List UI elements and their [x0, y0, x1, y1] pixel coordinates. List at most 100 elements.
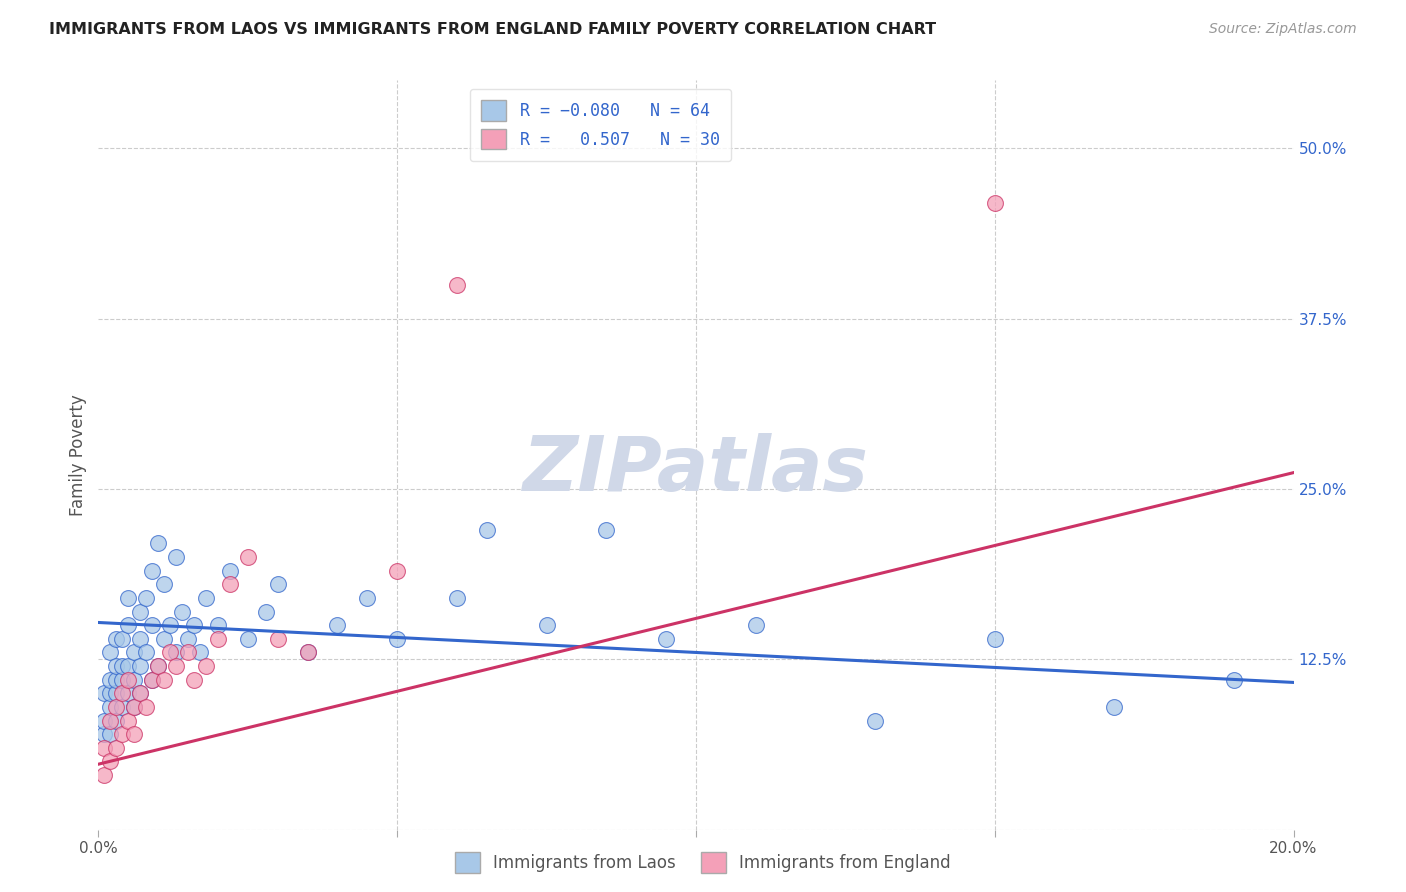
Point — [111, 659, 134, 673]
Point — [159, 645, 181, 659]
Point — [105, 673, 128, 687]
Point — [177, 645, 200, 659]
Point — [165, 645, 187, 659]
Point — [135, 591, 157, 605]
Point — [148, 659, 170, 673]
Point — [141, 673, 163, 687]
Point — [135, 645, 157, 659]
Point — [105, 632, 128, 646]
Text: Source: ZipAtlas.com: Source: ZipAtlas.com — [1209, 22, 1357, 37]
Point — [236, 550, 259, 565]
Point — [165, 659, 187, 673]
Point — [105, 700, 128, 714]
Point — [655, 632, 678, 646]
Point — [177, 632, 200, 646]
Point — [141, 564, 163, 578]
Point — [129, 632, 152, 646]
Point — [117, 686, 139, 700]
Point — [188, 645, 211, 659]
Point — [117, 659, 139, 673]
Point — [129, 605, 152, 619]
Point — [98, 673, 122, 687]
Point — [536, 618, 558, 632]
Point — [385, 632, 409, 646]
Point — [195, 659, 218, 673]
Point — [297, 645, 319, 659]
Point — [98, 714, 122, 728]
Point — [446, 277, 468, 292]
Point — [129, 686, 152, 700]
Point — [111, 727, 134, 741]
Point — [124, 673, 146, 687]
Point — [267, 632, 290, 646]
Point — [124, 645, 146, 659]
Point — [124, 700, 146, 714]
Point — [254, 605, 277, 619]
Point — [219, 564, 242, 578]
Point — [865, 714, 887, 728]
Point — [141, 618, 163, 632]
Point — [1104, 700, 1126, 714]
Point — [236, 632, 259, 646]
Point — [745, 618, 768, 632]
Point — [984, 632, 1007, 646]
Point — [148, 536, 170, 550]
Text: IMMIGRANTS FROM LAOS VS IMMIGRANTS FROM ENGLAND FAMILY POVERTY CORRELATION CHART: IMMIGRANTS FROM LAOS VS IMMIGRANTS FROM … — [49, 22, 936, 37]
Point — [297, 645, 319, 659]
Legend: R = −0.080   N = 64, R =   0.507   N = 30: R = −0.080 N = 64, R = 0.507 N = 30 — [470, 88, 731, 161]
Point — [165, 550, 187, 565]
Text: ZIPatlas: ZIPatlas — [523, 433, 869, 507]
Point — [93, 686, 115, 700]
Point — [129, 659, 152, 673]
Point — [207, 618, 229, 632]
Point — [98, 645, 122, 659]
Point — [111, 632, 134, 646]
Point — [117, 618, 139, 632]
Point — [195, 591, 218, 605]
Legend: Immigrants from Laos, Immigrants from England: Immigrants from Laos, Immigrants from En… — [449, 846, 957, 880]
Point — [385, 564, 409, 578]
Point — [93, 727, 115, 741]
Point — [105, 686, 128, 700]
Point — [117, 714, 139, 728]
Point — [124, 727, 146, 741]
Point — [135, 700, 157, 714]
Point — [172, 605, 194, 619]
Point — [105, 714, 128, 728]
Point — [105, 740, 128, 755]
Point — [117, 673, 139, 687]
Point — [356, 591, 378, 605]
Point — [111, 673, 134, 687]
Point — [159, 618, 181, 632]
Point — [93, 740, 115, 755]
Point — [475, 523, 498, 537]
Point — [93, 768, 115, 782]
Point — [595, 523, 617, 537]
Point — [207, 632, 229, 646]
Point — [98, 700, 122, 714]
Point — [267, 577, 290, 591]
Point — [148, 659, 170, 673]
Point — [141, 673, 163, 687]
Point — [129, 686, 152, 700]
Point — [124, 700, 146, 714]
Point — [183, 618, 205, 632]
Point — [326, 618, 349, 632]
Point — [984, 195, 1007, 210]
Point — [446, 591, 468, 605]
Point — [183, 673, 205, 687]
Point — [98, 755, 122, 769]
Y-axis label: Family Poverty: Family Poverty — [69, 394, 87, 516]
Point — [153, 673, 176, 687]
Point — [117, 591, 139, 605]
Point — [98, 686, 122, 700]
Point — [98, 727, 122, 741]
Point — [1223, 673, 1246, 687]
Point — [219, 577, 242, 591]
Point — [153, 577, 176, 591]
Point — [111, 686, 134, 700]
Point — [111, 700, 134, 714]
Point — [153, 632, 176, 646]
Point — [93, 714, 115, 728]
Point — [105, 659, 128, 673]
